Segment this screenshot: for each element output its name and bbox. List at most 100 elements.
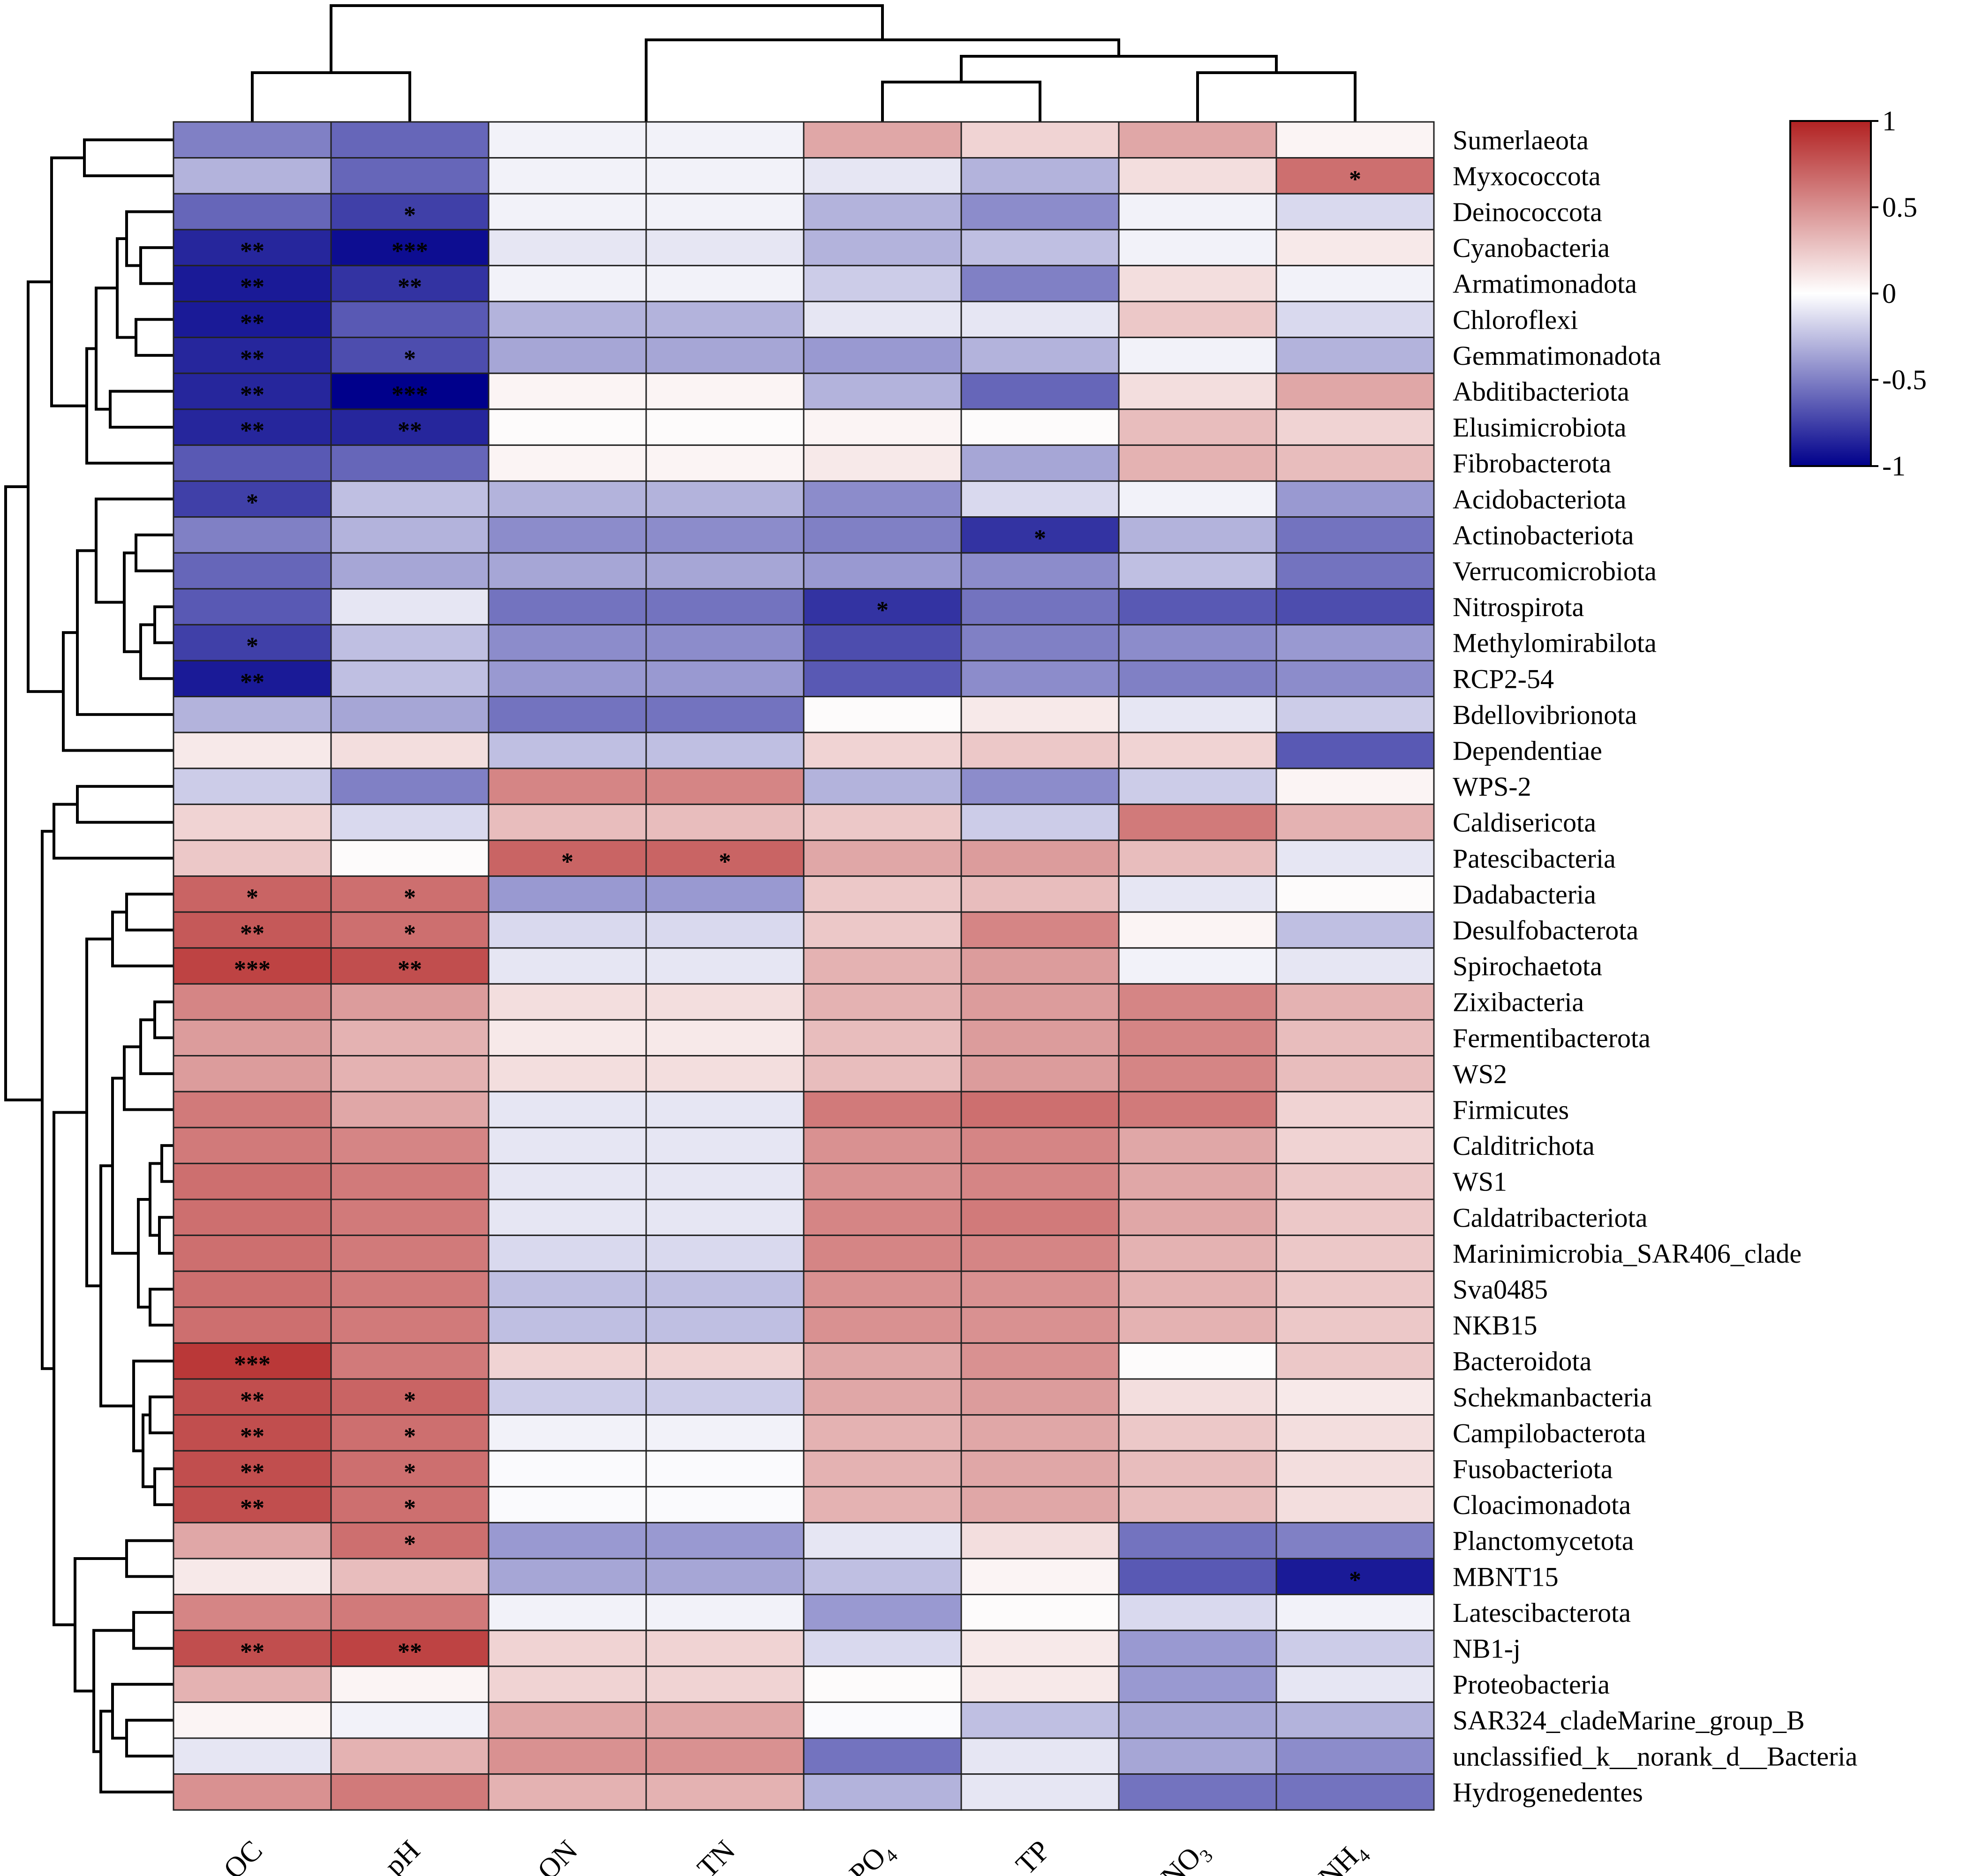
heatmap-cell <box>488 1091 647 1129</box>
heatmap-cell <box>1118 1594 1277 1631</box>
heatmap-cell <box>645 1665 805 1703</box>
heatmap-cell <box>488 1270 647 1308</box>
heatmap-cell <box>960 1450 1120 1488</box>
row-label: Actinobacteriota <box>1453 520 1634 550</box>
heatmap-cell <box>1275 1378 1435 1416</box>
significance-star: * <box>404 1495 416 1522</box>
significance-star: * <box>404 346 416 372</box>
row-label: Schekmanbacteria <box>1453 1382 1652 1412</box>
heatmap-cell <box>803 337 962 374</box>
row-label: MBNT15 <box>1453 1561 1559 1592</box>
heatmap-cell <box>1275 731 1435 769</box>
heatmap-cell <box>173 983 332 1021</box>
heatmap-cell <box>803 624 962 662</box>
heatmap-cell <box>1118 839 1277 877</box>
heatmap-cell <box>803 229 962 266</box>
row-label: Fusobacteriota <box>1453 1454 1613 1484</box>
row-label: WS2 <box>1453 1059 1507 1089</box>
heatmap-cell <box>960 1522 1120 1560</box>
heatmap-cell <box>645 696 805 733</box>
heatmap-cell <box>960 588 1120 625</box>
heatmap-cell <box>645 947 805 985</box>
heatmap-cell <box>1275 552 1435 590</box>
heatmap-cell <box>1275 1450 1435 1488</box>
heatmap-cell <box>960 911 1120 949</box>
heatmap-cell <box>173 121 332 159</box>
heatmap-cell <box>488 1378 647 1416</box>
row-label: Armatimonadota <box>1453 269 1637 299</box>
heatmap-cell <box>173 1486 332 1523</box>
heatmap-cell <box>1275 408 1435 446</box>
heatmap-cell <box>645 229 805 266</box>
heatmap-cell <box>330 1162 490 1200</box>
heatmap-cell <box>803 516 962 554</box>
row-dendrogram-link <box>83 138 173 177</box>
heatmap-cell <box>173 408 332 446</box>
heatmap-cell <box>173 516 332 554</box>
heatmap-cell <box>645 1414 805 1452</box>
heatmap-cell <box>645 1522 805 1560</box>
heatmap-cell <box>330 983 490 1021</box>
heatmap-cell <box>803 768 962 805</box>
significance-star: ** <box>240 1459 264 1486</box>
row-label: Bacteroidota <box>1453 1346 1591 1377</box>
heatmap-cell <box>330 768 490 805</box>
row-dendrogram-link <box>123 1045 173 1111</box>
heatmap-cell <box>645 301 805 339</box>
heatmap-cell <box>488 229 647 266</box>
heatmap-cell <box>960 301 1120 339</box>
heatmap-cell <box>1118 1091 1277 1129</box>
heatmap-cell <box>1275 1701 1435 1739</box>
heatmap-cell <box>645 1198 805 1236</box>
significance-star: ** <box>398 274 422 301</box>
heatmap-cell <box>1118 1486 1277 1523</box>
heatmap-cell <box>488 1414 647 1452</box>
heatmap-cell <box>488 1450 647 1488</box>
row-label: Desulfobacterota <box>1453 915 1638 946</box>
heatmap-cell <box>1275 229 1435 266</box>
row-label: Fermentibacterota <box>1453 1023 1651 1053</box>
row-dendrogram-link <box>132 1611 173 1650</box>
row-dendrogram-link <box>153 1000 173 1040</box>
row-label: Calditrichota <box>1453 1130 1595 1161</box>
heatmap-cell <box>488 480 647 518</box>
heatmap-cell <box>1275 803 1435 841</box>
heatmap-cell <box>488 588 647 625</box>
row-label: Dependentiae <box>1453 736 1602 766</box>
heatmap-cell <box>803 1019 962 1057</box>
heatmap-cell <box>330 1773 490 1811</box>
heatmap-cell <box>173 1701 332 1739</box>
significance-star: ** <box>240 417 264 444</box>
heatmap-cell <box>173 1737 332 1775</box>
row-label: Planctomycetota <box>1453 1526 1634 1556</box>
heatmap-cell <box>1118 1055 1277 1092</box>
heatmap-cell <box>803 1522 962 1560</box>
heatmap-cell <box>1275 264 1435 302</box>
significance-star: * <box>246 489 258 516</box>
significance-star: * <box>404 920 416 947</box>
heatmap-cell <box>330 1019 490 1057</box>
row-label: SAR324_cladeMarine_group_B <box>1453 1705 1805 1736</box>
heatmap-cell <box>173 1055 332 1092</box>
row-dendrogram-link <box>137 1198 150 1309</box>
heatmap-cell <box>488 552 647 590</box>
heatmap-cell <box>173 1665 332 1703</box>
heatmap-cell <box>1118 264 1277 302</box>
heatmap-cell <box>960 1235 1120 1272</box>
column-dendrogram-link <box>881 81 1041 122</box>
heatmap-cell <box>1118 121 1277 159</box>
heatmap-cell <box>330 121 490 159</box>
heatmap-cell <box>1118 803 1277 841</box>
heatmap-cell <box>960 1665 1120 1703</box>
heatmap-cell <box>1275 1055 1435 1092</box>
heatmap-cell <box>803 983 962 1021</box>
heatmap-cell <box>960 1306 1120 1344</box>
row-dendrogram-link <box>99 1164 134 1408</box>
row-label: Nitrospirota <box>1453 592 1584 622</box>
heatmap-cell <box>330 660 490 698</box>
heatmap-cell <box>330 1665 490 1703</box>
heatmap-cell <box>488 444 647 482</box>
heatmap-cell <box>1275 911 1435 949</box>
significance-star: * <box>404 1423 416 1450</box>
heatmap-cell <box>1275 660 1435 698</box>
